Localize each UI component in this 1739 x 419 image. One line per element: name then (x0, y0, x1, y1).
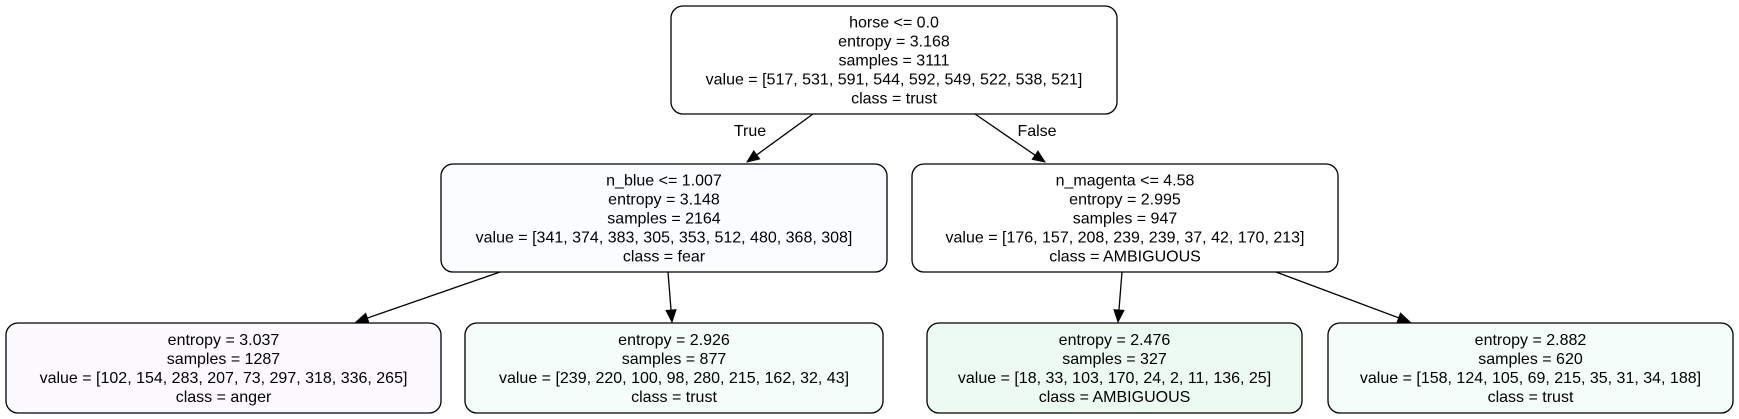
node-box (464, 322, 884, 414)
edge-node-1-to-node-3 (354, 271, 501, 324)
node-box (440, 163, 888, 273)
node-line: entropy = 3.037 (168, 332, 280, 349)
arrowhead-icon (745, 149, 761, 163)
node-line: class = AMBIGUOUS (1049, 249, 1201, 266)
node-line: value = [102, 154, 283, 207, 73, 297, 31… (40, 370, 408, 387)
node-line: samples = 877 (622, 351, 727, 368)
edge-line (1275, 271, 1399, 319)
node-line: samples = 2164 (607, 211, 721, 228)
tree-node-4: entropy = 2.926 samples = 877 value = [239… (464, 322, 884, 414)
node-line: value = [158, 124, 105, 69, 215, 35, 31,… (1360, 370, 1701, 387)
edge-node-2-to-node-5 (1113, 271, 1125, 324)
arrowhead-icon (665, 309, 677, 324)
edge-node-0-to-node-1: True (734, 113, 814, 163)
arrowhead-icon (1113, 309, 1125, 324)
node-line: samples = 947 (1073, 211, 1178, 228)
tree-node-1: n_blue <= 1.007 entropy = 3.148 samples = … (440, 163, 888, 273)
tree-node-6: entropy = 2.882 samples = 620 value = [158… (1327, 322, 1734, 414)
node-box (670, 5, 1118, 115)
node-line: class = fear (623, 249, 706, 266)
node-box (926, 322, 1303, 414)
tree-node-5: entropy = 2.476 samples = 327 value = [18,… (926, 322, 1303, 414)
node-line: entropy = 3.148 (608, 192, 720, 209)
node-line: entropy = 2.476 (1059, 332, 1171, 349)
node-line: entropy = 2.882 (1475, 332, 1587, 349)
tree-node-0: horse <= 0.0 entropy = 3.168 samples = 311… (670, 5, 1118, 115)
node-line: entropy = 2.995 (1069, 192, 1181, 209)
node-line: samples = 327 (1062, 351, 1167, 368)
edge-label: True (734, 123, 766, 140)
node-line: entropy = 2.926 (618, 332, 730, 349)
node-line: value = [176, 157, 208, 239, 239, 37, 42… (946, 230, 1305, 247)
edge-line (974, 113, 1036, 156)
edge-node-1-to-node-4 (665, 271, 677, 324)
node-line: value = [517, 531, 591, 544, 592, 549, 5… (706, 72, 1083, 89)
node-line: class = trust (631, 389, 717, 406)
node-line: class = trust (1488, 389, 1574, 406)
arrowhead-icon (1031, 150, 1047, 163)
nodes-layer: horse <= 0.0 entropy = 3.168 samples = 311… (5, 5, 1734, 414)
node-line: n_magenta <= 4.58 (1056, 173, 1195, 190)
node-line: value = [18, 33, 103, 170, 24, 2, 11, 13… (958, 370, 1271, 387)
node-line: class = anger (176, 389, 272, 406)
node-box (911, 163, 1339, 273)
node-line: entropy = 3.168 (838, 34, 950, 51)
node-line: value = [239, 220, 100, 98, 280, 215, 16… (499, 370, 849, 387)
node-line: samples = 620 (1478, 351, 1583, 368)
node-line: samples = 3111 (838, 53, 949, 70)
edge-line (756, 113, 814, 156)
arrowhead-icon (354, 312, 370, 324)
edge-label: False (1017, 123, 1056, 140)
edge-line (367, 271, 501, 319)
node-box (1327, 322, 1734, 414)
node-line: class = trust (851, 91, 937, 108)
node-line: horse <= 0.0 (849, 15, 939, 32)
tree-node-3: entropy = 3.037 samples = 1287 value = [10… (5, 322, 442, 414)
edge-line (1118, 271, 1123, 311)
arrowhead-icon (1396, 312, 1412, 324)
node-line: n_blue <= 1.007 (606, 173, 722, 190)
edge-node-0-to-node-2: False (974, 113, 1057, 163)
node-line: value = [341, 374, 383, 305, 353, 512, 4… (476, 230, 853, 247)
node-box (5, 322, 442, 414)
edge-node-2-to-node-6 (1275, 271, 1412, 324)
node-line: class = AMBIGUOUS (1039, 389, 1191, 406)
edge-line (667, 271, 672, 311)
tree-node-2: n_magenta <= 4.58 entropy = 2.995 samples … (911, 163, 1339, 273)
node-line: samples = 1287 (167, 351, 281, 368)
